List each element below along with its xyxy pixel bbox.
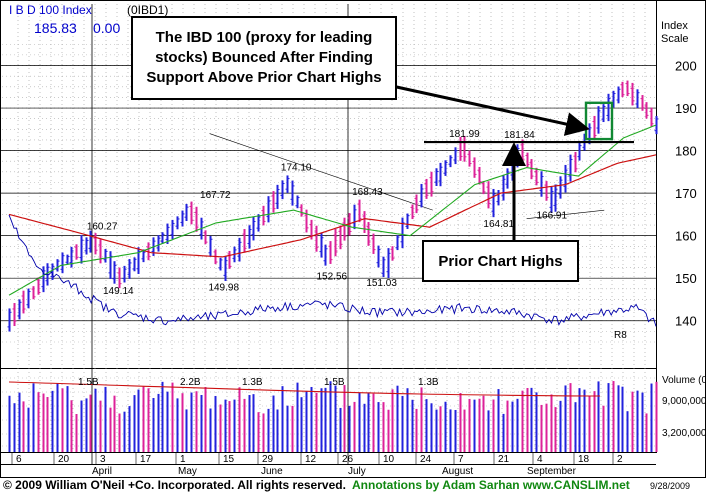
rs-line xyxy=(8,214,657,327)
y-tick-label: 150 xyxy=(675,271,697,286)
x-day-label: 26 xyxy=(342,454,354,465)
price-label: 152.56 xyxy=(317,271,348,282)
annotation-main: The IBD 100 (proxy for leading stocks) B… xyxy=(131,16,397,100)
x-day-label: 10 xyxy=(383,454,395,465)
trend-line xyxy=(209,133,433,211)
x-day-label: 7 xyxy=(458,454,464,465)
price-label: 174.10 xyxy=(281,163,312,174)
annotation-main-line1: The IBD 100 (proxy for leading xyxy=(155,29,373,46)
x-day-label: 1 xyxy=(180,454,186,465)
volume-average-line xyxy=(8,381,601,397)
volume-label: 1.5B xyxy=(78,377,99,388)
volume-axis-title: Volume (00) xyxy=(662,375,706,386)
volume-tick-label: 9,000,000 xyxy=(662,396,706,407)
price-change: 0.00 xyxy=(93,20,121,36)
annotation-credit: Annotations by Adam Sarhan www.CANSLIM.n… xyxy=(352,478,630,492)
price-label: 151.03 xyxy=(366,278,397,289)
x-day-label: 24 xyxy=(420,454,432,465)
copyright-notice: © 2009 William O'Neil +Co. Incorporated.… xyxy=(3,478,346,492)
annotation-main-line3: Support Above Prior Chart Highs xyxy=(146,69,382,86)
annotation-main-line2: stocks) Bounced After Finding xyxy=(155,49,373,66)
price-label: 160.27 xyxy=(87,222,118,233)
x-day-label: 2 xyxy=(617,454,623,465)
price-label: 166.91 xyxy=(536,210,567,221)
index-name: I B D 100 Index xyxy=(9,3,92,17)
y-tick-label: 140 xyxy=(675,314,697,329)
price-label: 167.72 xyxy=(200,190,231,201)
ma-short-line xyxy=(8,124,657,296)
x-month-label: May xyxy=(178,466,197,477)
volume-label: 1.5B xyxy=(324,377,345,388)
y-tick-label: 160 xyxy=(675,229,697,244)
x-day-label: 29 xyxy=(262,454,274,465)
volume-tick-label: 3,200,000 xyxy=(662,428,706,439)
price-label: 168.43 xyxy=(352,187,383,198)
x-month-label: September xyxy=(527,466,577,477)
x-month-label: July xyxy=(348,466,366,477)
volume-label: 1.3B xyxy=(418,377,439,388)
x-day-label: 18 xyxy=(578,454,590,465)
price-label: 149.14 xyxy=(103,286,134,297)
y-tick-label: 190 xyxy=(675,101,697,116)
x-day-label: 3 xyxy=(100,454,106,465)
x-day-label: 17 xyxy=(140,454,152,465)
index-symbol: (0IBD1) xyxy=(127,3,169,17)
trend-line-short xyxy=(526,209,605,219)
x-day-label: 4 xyxy=(537,454,543,465)
ma-long-line xyxy=(8,154,657,258)
last-price: 185.83 xyxy=(34,20,77,36)
volume-label: 1.3B xyxy=(242,377,263,388)
y-axis-title-line1: Index xyxy=(661,20,688,32)
x-day-label: 20 xyxy=(58,454,70,465)
rs-label: R8 xyxy=(614,330,627,341)
x-day-label: 15 xyxy=(223,454,235,465)
annotation-prior-highs: Prior Chart Highs xyxy=(422,240,579,282)
x-day-label: 21 xyxy=(498,454,510,465)
annotation-prior-highs-text: Prior Chart Highs xyxy=(438,252,563,270)
y-tick-label: 180 xyxy=(675,144,697,159)
x-day-label: 6 xyxy=(16,454,22,465)
y-axis-title-line2: Scale xyxy=(661,33,689,45)
x-month-label: June xyxy=(261,466,283,477)
price-label: 181.99 xyxy=(449,129,480,140)
volume-label: 2.2B xyxy=(180,377,201,388)
y-tick-label: 170 xyxy=(675,186,697,201)
y-tick-label: 200 xyxy=(675,59,697,74)
x-month-label: April xyxy=(92,466,112,477)
x-day-label: 12 xyxy=(305,454,317,465)
annotation-arrow-main xyxy=(391,84,590,136)
x-month-label: August xyxy=(442,466,473,477)
price-label: 149.98 xyxy=(208,282,239,293)
price-label: 181.84 xyxy=(504,130,535,141)
price-label: 164.81 xyxy=(483,219,514,230)
chart-date: 9/28/2009 xyxy=(650,481,691,491)
